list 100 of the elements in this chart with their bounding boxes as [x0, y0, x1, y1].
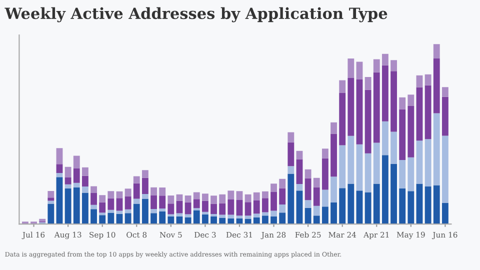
- bar: [228, 214, 234, 219]
- bar: [322, 148, 328, 158]
- bar: [73, 156, 80, 168]
- bar: [99, 195, 106, 202]
- bar: [64, 166, 72, 178]
- bar: [133, 183, 140, 199]
- bar: [373, 142, 380, 184]
- bar: [124, 188, 132, 196]
- bar: [90, 192, 97, 205]
- bar: [279, 178, 286, 188]
- bar: [424, 74, 432, 86]
- bar: [364, 90, 372, 154]
- bar: [433, 44, 440, 58]
- bar: [244, 216, 252, 219]
- bar: [48, 204, 54, 224]
- bar: [390, 60, 397, 72]
- bar: [73, 168, 80, 183]
- bar: [442, 136, 448, 204]
- bar: [210, 196, 217, 204]
- bar: [288, 174, 294, 224]
- bar: [296, 184, 303, 191]
- bar: [330, 134, 337, 177]
- bar: [228, 218, 234, 224]
- bar: [210, 214, 217, 217]
- bar: [288, 166, 294, 174]
- bar: [193, 199, 200, 208]
- bar: [424, 139, 432, 186]
- bar: [64, 184, 72, 188]
- bar: [168, 195, 174, 204]
- bar: [416, 184, 423, 224]
- bar: [253, 192, 260, 201]
- bar: [202, 212, 208, 214]
- bar: [399, 188, 406, 224]
- chart-title: Weekly Active Addresses by Application Type: [4, 7, 388, 22]
- bar: [339, 93, 346, 146]
- bar: [262, 212, 268, 216]
- bar: [416, 75, 423, 88]
- bar: [219, 203, 226, 215]
- bar: [433, 185, 440, 224]
- bar: [99, 215, 106, 224]
- bar: [373, 59, 380, 72]
- bar: [202, 214, 208, 224]
- bar: [219, 214, 226, 218]
- bar: [348, 58, 354, 78]
- bar: [270, 184, 277, 192]
- bar: [193, 192, 200, 200]
- bar: [356, 144, 363, 191]
- bar: [39, 218, 46, 222]
- bar: [348, 184, 354, 224]
- bar: [304, 208, 312, 224]
- bar: [288, 142, 294, 166]
- bar: [270, 192, 277, 211]
- bar: [210, 204, 217, 214]
- bar: [339, 188, 346, 224]
- bar: [322, 206, 328, 224]
- bar: [73, 188, 80, 224]
- bar: [382, 54, 388, 66]
- bar: [176, 200, 183, 214]
- bar: [356, 190, 363, 224]
- bar: [442, 96, 448, 136]
- bar: [356, 80, 363, 144]
- bar: [236, 216, 243, 219]
- bar: [279, 204, 286, 213]
- bar: [416, 87, 423, 141]
- bar: [56, 148, 63, 164]
- bar: [399, 109, 406, 160]
- bar: [159, 212, 166, 224]
- bar: [322, 190, 328, 207]
- bar: [399, 97, 406, 110]
- bar: [382, 155, 388, 224]
- bar: [99, 212, 106, 216]
- bar: [253, 214, 260, 218]
- bar: [244, 218, 252, 224]
- bar: [184, 195, 192, 202]
- bar: [168, 216, 174, 224]
- bar: [236, 191, 243, 200]
- bar: [219, 194, 226, 204]
- bar: [279, 212, 286, 224]
- bar: [116, 210, 123, 214]
- bar: [262, 198, 268, 212]
- bar: [424, 186, 432, 224]
- bar: [390, 164, 397, 224]
- bar: [433, 113, 440, 186]
- bar: [184, 214, 192, 218]
- bar: [304, 200, 312, 208]
- bar: [150, 208, 157, 214]
- bar: [296, 190, 303, 224]
- bar: [133, 198, 140, 204]
- bar: [48, 190, 54, 198]
- bar: [142, 178, 148, 194]
- bar: [313, 187, 320, 206]
- bar: [176, 213, 183, 216]
- bar: [150, 195, 157, 209]
- bar: [313, 216, 320, 224]
- bar: [142, 194, 148, 199]
- bar: [202, 194, 208, 201]
- bar: [108, 191, 114, 198]
- bar: [116, 198, 123, 211]
- bar: [339, 80, 346, 94]
- bar: [442, 87, 448, 97]
